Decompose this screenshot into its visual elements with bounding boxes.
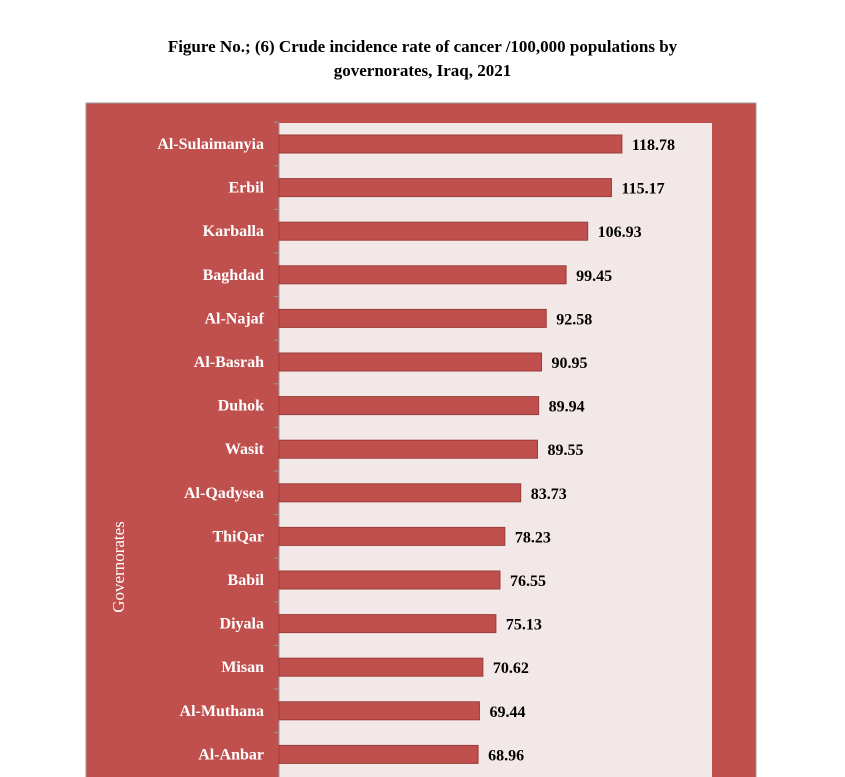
y-axis-label: Governorates — [109, 521, 128, 613]
value-label: 90.95 — [552, 355, 588, 372]
category-label: Al-Anbar — [198, 746, 264, 763]
category-label: Baghdad — [203, 267, 264, 284]
bar-al-anbar — [278, 744, 479, 764]
category-label: Wasit — [225, 441, 265, 458]
category-label: Al-Basrah — [194, 354, 264, 371]
value-label: 76.55 — [510, 573, 546, 590]
category-label: Erbil — [228, 180, 264, 197]
category-label: Al-Qadysea — [184, 485, 264, 502]
category-label: Al-Najaf — [204, 310, 264, 327]
bar-erbil — [278, 178, 612, 198]
bar-babil — [278, 570, 501, 590]
bar-misan — [278, 657, 484, 677]
bar-al-basrah — [278, 352, 543, 372]
value-label: 69.44 — [489, 704, 525, 721]
value-label: 106.93 — [598, 224, 642, 241]
chart-title-line-1: Figure No.; (6) Crude incidence rate of … — [167, 37, 678, 56]
category-label: Duhok — [218, 398, 264, 415]
bar-al-najaf — [278, 308, 547, 328]
category-label: ThiQar — [212, 528, 264, 545]
value-label: 75.13 — [506, 617, 542, 634]
category-label: Karballa — [203, 223, 264, 240]
value-label: 115.17 — [621, 181, 664, 198]
bar-karballa — [278, 221, 589, 241]
bar-al-qadysea — [278, 483, 522, 503]
value-label: 118.78 — [632, 137, 675, 154]
value-label: 89.94 — [549, 399, 585, 416]
bar-diyala — [278, 614, 497, 634]
category-label: Diyala — [220, 616, 264, 633]
value-label: 89.55 — [548, 442, 584, 459]
bar-duhok — [278, 396, 540, 416]
chart-title-line-2: governorates, Iraq, 2021 — [333, 61, 512, 80]
category-label: Babil — [228, 572, 265, 589]
category-label: Al-Muthana — [180, 703, 264, 720]
bar-al-muthana — [278, 701, 480, 721]
value-label: 83.73 — [531, 486, 567, 503]
value-label: 68.96 — [488, 747, 524, 764]
value-label: 78.23 — [515, 529, 551, 546]
category-label: Al-Sulaimanyia — [157, 136, 264, 153]
value-label: 99.45 — [576, 268, 612, 285]
value-label: 70.62 — [493, 660, 529, 677]
category-label: Misan — [221, 659, 264, 676]
bar-baghdad — [278, 265, 567, 285]
chart-title: Figure No.; (6) Crude incidence rate of … — [0, 35, 845, 83]
value-label: 92.58 — [556, 311, 592, 328]
bar-wasit — [278, 439, 539, 459]
bar-al-sulaimanyia — [278, 134, 623, 154]
bar-thiqar — [278, 526, 506, 546]
